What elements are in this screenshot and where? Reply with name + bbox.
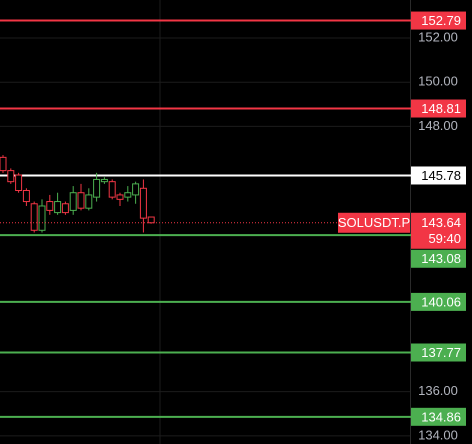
candle-body bbox=[85, 194, 93, 209]
candle-body bbox=[38, 205, 46, 231]
level-label-box bbox=[411, 292, 466, 311]
last-price-label: 143.64 bbox=[421, 215, 461, 230]
candle-body bbox=[22, 190, 30, 203]
candle-body bbox=[147, 216, 155, 224]
candle-body bbox=[30, 203, 38, 231]
symbol-box bbox=[338, 212, 410, 233]
level-label: 140.06 bbox=[421, 294, 461, 309]
level-label: 143.08 bbox=[421, 251, 461, 266]
candle-body bbox=[54, 201, 62, 214]
candle-body bbox=[108, 181, 116, 198]
level-label-box bbox=[411, 166, 466, 185]
level-label: 152.79 bbox=[421, 13, 461, 28]
y-tick-label: 148.00 bbox=[418, 118, 458, 133]
candle-body bbox=[61, 203, 69, 214]
candle-body bbox=[15, 174, 23, 192]
symbol-label: SOLUSDT.P bbox=[338, 215, 410, 230]
level-label-box bbox=[411, 11, 466, 30]
y-tick-label: 150.00 bbox=[418, 74, 458, 89]
level-label: 137.77 bbox=[421, 345, 461, 360]
candle-body bbox=[69, 192, 77, 211]
countdown: 59:40 bbox=[428, 231, 461, 246]
candle-body bbox=[46, 201, 54, 211]
candle-body bbox=[93, 178, 101, 198]
level-label: 148.81 bbox=[421, 101, 461, 116]
candle-body bbox=[100, 178, 108, 183]
y-tick-label: 152.00 bbox=[418, 29, 458, 44]
level-label-box bbox=[411, 407, 466, 426]
level-label: 145.78 bbox=[421, 168, 461, 183]
level-label-box bbox=[411, 99, 466, 118]
candle-body bbox=[0, 156, 7, 172]
last-price-box bbox=[411, 212, 466, 249]
level-label-box bbox=[411, 343, 466, 362]
level-label: 134.86 bbox=[421, 409, 461, 424]
candle-body bbox=[132, 183, 140, 196]
candle-body bbox=[77, 192, 85, 209]
candle-body bbox=[139, 187, 147, 219]
candle-body bbox=[116, 194, 124, 200]
level-label-box bbox=[411, 249, 466, 268]
y-tick-label: 134.00 bbox=[418, 427, 458, 442]
candle-body bbox=[7, 170, 15, 183]
y-tick-label: 136.00 bbox=[418, 383, 458, 398]
candle-body bbox=[124, 192, 132, 198]
